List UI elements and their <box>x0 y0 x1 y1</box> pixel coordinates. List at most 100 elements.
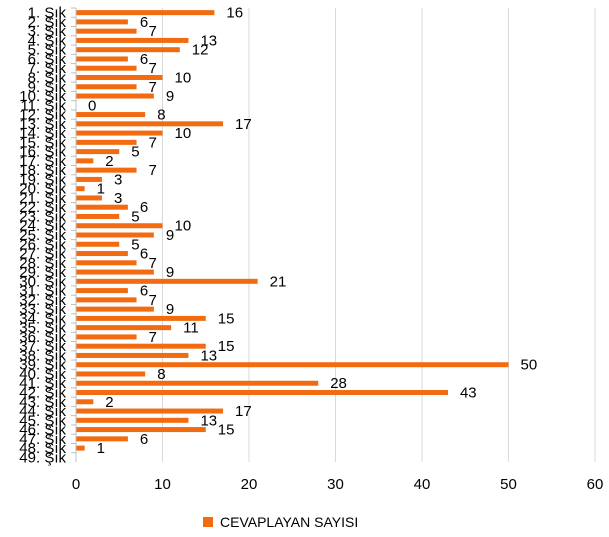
category-label: 5. Şık <box>28 42 67 59</box>
bar <box>76 232 154 238</box>
category-label: 39. Şık <box>19 357 66 374</box>
data-label: 1 <box>97 181 105 198</box>
data-label: 15 <box>218 310 235 327</box>
bar <box>76 427 206 433</box>
category-label: 22. Şık <box>19 199 66 216</box>
category-label: 8. Şık <box>28 69 67 86</box>
bar <box>76 37 189 43</box>
bar <box>76 176 102 182</box>
x-tick-label: 40 <box>414 476 431 493</box>
bar <box>76 158 94 164</box>
category-label: 34. Şık <box>19 310 66 327</box>
bar <box>76 186 85 192</box>
category-label: 1. Şık <box>28 5 67 22</box>
data-label: 7 <box>149 60 157 77</box>
x-axis-tick-labels: 0 10 20 30 40 50 60 <box>72 476 604 493</box>
category-label: 41. Şık <box>19 375 66 392</box>
x-tick-label: 0 <box>72 476 80 493</box>
category-label: 44. Şık <box>19 403 66 420</box>
bar <box>76 195 102 201</box>
bar <box>76 74 163 80</box>
category-label: 26. Şık <box>19 236 66 253</box>
data-label: 28 <box>330 375 347 392</box>
x-tick-label: 10 <box>154 476 171 493</box>
data-label: 9 <box>166 264 174 281</box>
category-label: 31. Şık <box>19 283 66 300</box>
data-label: 6 <box>140 283 148 300</box>
bar <box>76 315 206 321</box>
bar <box>76 149 120 155</box>
bar <box>76 436 128 442</box>
bar <box>76 10 215 16</box>
category-label: 17. Şık <box>19 153 66 170</box>
x-tick-label: 60 <box>587 476 604 493</box>
bar <box>76 306 154 312</box>
category-label: 13. Şık <box>19 116 66 133</box>
data-label: 7 <box>149 23 157 40</box>
data-label: 6 <box>140 199 148 216</box>
category-label: 20. Şık <box>19 181 66 198</box>
data-label: 13 <box>200 412 217 429</box>
data-label: 7 <box>149 134 157 151</box>
category-label: 10. Şık <box>19 88 66 105</box>
bar <box>76 167 137 173</box>
x-tick-label: 50 <box>500 476 517 493</box>
data-label: 7 <box>149 292 157 309</box>
bar <box>76 204 128 210</box>
data-label: 3 <box>114 190 122 207</box>
category-label: 23. Şık <box>19 208 66 225</box>
data-label: 2 <box>105 394 113 411</box>
bar <box>76 399 94 405</box>
bar <box>76 334 137 340</box>
category-label: 42. Şık <box>19 385 66 402</box>
bar <box>76 380 319 386</box>
category-label: 32. Şık <box>19 292 66 309</box>
category-label: 33. Şık <box>19 301 66 318</box>
bar <box>76 213 120 219</box>
category-label: 18. Şık <box>19 162 66 179</box>
data-label: 43 <box>460 385 477 402</box>
data-label: 9 <box>166 227 174 244</box>
category-label: 40. Şık <box>19 366 66 383</box>
data-label: 9 <box>166 88 174 105</box>
data-label: 5 <box>131 236 139 253</box>
data-label: 3 <box>114 171 122 188</box>
gridlines <box>162 8 596 462</box>
data-label: 6 <box>140 14 148 31</box>
data-label: 17 <box>235 116 252 133</box>
category-label: 30. Şık <box>19 273 66 290</box>
category-label: 21. Şık <box>19 190 66 207</box>
data-label: 8 <box>157 366 165 383</box>
bar <box>76 65 137 71</box>
bar <box>76 28 137 34</box>
data-label: 8 <box>157 107 165 124</box>
bar <box>76 47 180 53</box>
data-label: 21 <box>270 273 287 290</box>
bar <box>76 19 128 25</box>
category-label: 14. Şık <box>19 125 66 142</box>
bar <box>76 112 146 118</box>
data-label: 17 <box>235 403 252 420</box>
data-label: 9 <box>166 301 174 318</box>
data-label: 2 <box>105 153 113 170</box>
bar <box>76 121 224 127</box>
data-label: 15 <box>218 422 235 439</box>
bar <box>76 390 448 396</box>
bar <box>76 139 137 145</box>
legend-label: CEVAPLAYAN SAYISI <box>220 514 358 530</box>
data-label: 6 <box>140 246 148 263</box>
bar <box>76 223 163 229</box>
data-label: 16 <box>226 5 243 22</box>
category-label: 48. Şık <box>19 440 66 457</box>
data-label: 10 <box>175 125 192 142</box>
category-label: 7. Şık <box>28 60 67 77</box>
data-label: 13 <box>200 32 217 49</box>
category-label: 46. Şık <box>19 422 66 439</box>
data-label: 11 <box>183 320 199 337</box>
bar <box>76 352 189 358</box>
bar <box>76 417 189 423</box>
bar <box>76 408 224 414</box>
bar <box>76 260 137 266</box>
category-label: 11. Şık <box>20 97 66 114</box>
